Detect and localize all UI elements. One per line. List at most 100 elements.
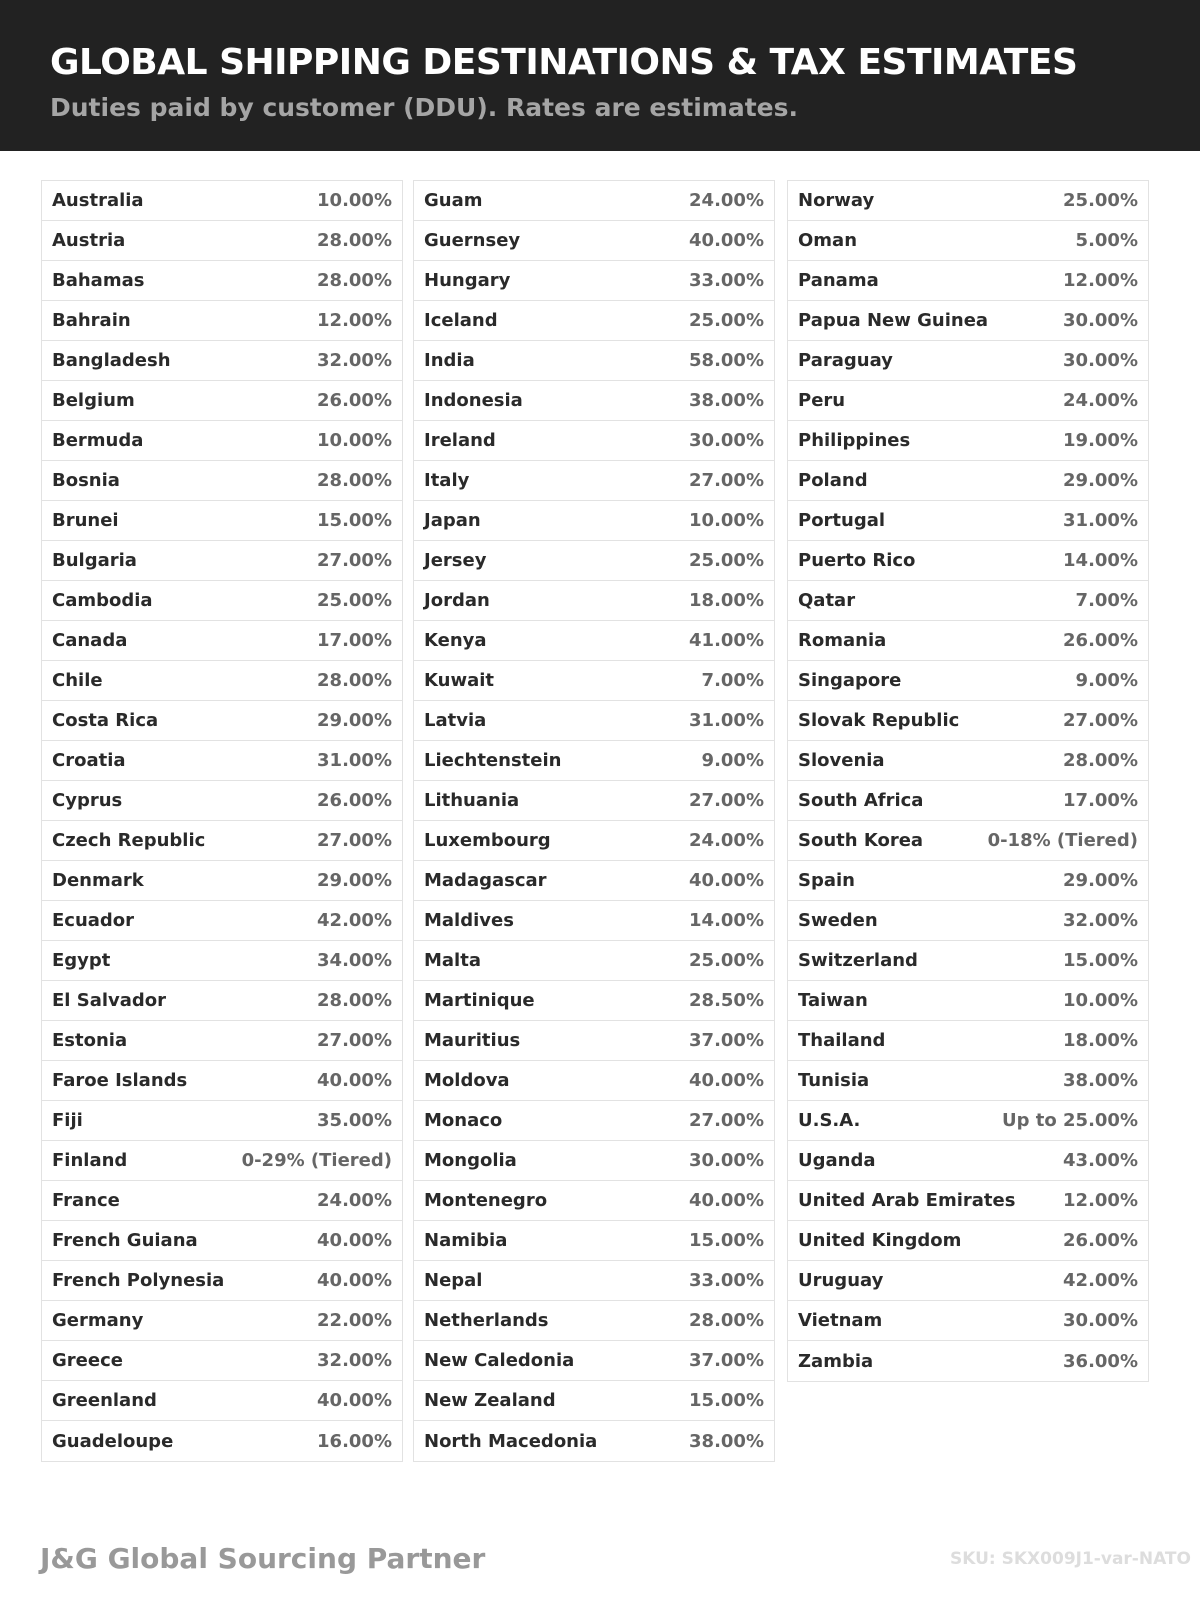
table-row: Martinique 28.50%	[414, 981, 774, 1021]
country: Vietnam	[798, 1310, 883, 1331]
country: Namibia	[424, 1230, 508, 1251]
tax-rate: 16.00%	[317, 1430, 392, 1452]
tax-rate: 37.00%	[689, 1350, 764, 1371]
tax-rate: 31.00%	[1063, 510, 1138, 531]
table-row: Kenya 41.00%	[414, 621, 774, 661]
table-row: Guadeloupe 16.00%	[42, 1421, 402, 1461]
table-row: Switzerland 15.00%	[788, 941, 1148, 981]
tax-rate: 26.00%	[1063, 1230, 1138, 1251]
country: El Salvador	[52, 990, 167, 1011]
country: Greenland	[52, 1390, 157, 1411]
tax-rate: 32.00%	[317, 1350, 392, 1371]
table-row: El Salvador 28.00%	[42, 981, 402, 1021]
country: Puerto Rico	[798, 550, 916, 571]
country: Slovenia	[798, 750, 885, 771]
country: Switzerland	[798, 950, 918, 971]
country: Costa Rica	[52, 710, 159, 731]
country: Denmark	[52, 870, 144, 891]
country: U.S.A.	[798, 1110, 861, 1131]
tax-rate: 26.00%	[317, 390, 392, 411]
table-row: Peru 24.00%	[788, 381, 1148, 421]
table-row: Guam 24.00%	[414, 181, 774, 221]
country: Netherlands	[424, 1310, 549, 1331]
country: Spain	[798, 870, 855, 891]
country: Thailand	[798, 1030, 886, 1051]
table-row: Italy 27.00%	[414, 461, 774, 501]
tax-rate: 33.00%	[689, 1270, 764, 1291]
country: Italy	[424, 470, 470, 491]
table-row: North Macedonia 38.00%	[414, 1421, 774, 1461]
tax-rate: 30.00%	[689, 1150, 764, 1171]
table-row: France 24.00%	[42, 1181, 402, 1221]
tax-rate: 27.00%	[1063, 710, 1138, 731]
country: Moldova	[424, 1070, 510, 1091]
table-row: Puerto Rico 14.00%	[788, 541, 1148, 581]
table-row: Norway 25.00%	[788, 181, 1148, 221]
tax-rate: 28.00%	[1063, 750, 1138, 771]
tax-rate: 24.00%	[689, 190, 764, 211]
tax-rate: 9.00%	[701, 750, 764, 771]
tax-rate: 12.00%	[1063, 270, 1138, 291]
tax-rate: 29.00%	[1063, 870, 1138, 891]
country: Jordan	[424, 590, 490, 611]
table-row: Fiji 35.00%	[42, 1101, 402, 1141]
table-row: Mauritius 37.00%	[414, 1021, 774, 1061]
country: Poland	[798, 470, 868, 491]
country: Mauritius	[424, 1030, 521, 1051]
country: India	[424, 350, 475, 371]
country: Fiji	[52, 1110, 83, 1131]
tax-rate: 40.00%	[689, 230, 764, 251]
country: French Guiana	[52, 1230, 198, 1251]
table-row: Spain 29.00%	[788, 861, 1148, 901]
table-row: Singapore 9.00%	[788, 661, 1148, 701]
table-row: Romania 26.00%	[788, 621, 1148, 661]
tax-rate: 28.00%	[317, 270, 392, 291]
table-row: Australia 10.00%	[42, 181, 402, 221]
tax-rate: 42.00%	[1063, 1270, 1138, 1291]
tax-rate: 26.00%	[317, 790, 392, 811]
country: Chile	[52, 670, 103, 691]
table-row: New Zealand 15.00%	[414, 1381, 774, 1421]
tax-rate: 24.00%	[1063, 390, 1138, 411]
table-row: Ecuador 42.00%	[42, 901, 402, 941]
country: Germany	[52, 1310, 144, 1331]
tax-rate: 14.00%	[1063, 550, 1138, 571]
table-row: Denmark 29.00%	[42, 861, 402, 901]
tax-rate: 30.00%	[1063, 310, 1138, 331]
subtitle: Duties paid by customer (DDU). Rates are…	[50, 93, 798, 122]
tax-rate: 28.00%	[317, 670, 392, 691]
tax-rate: 19.00%	[1063, 430, 1138, 451]
table-row: Faroe Islands 40.00%	[42, 1061, 402, 1101]
country: Philippines	[798, 430, 911, 451]
table-row: Mongolia 30.00%	[414, 1141, 774, 1181]
tax-rate: 12.00%	[317, 310, 392, 331]
tax-rate: 10.00%	[317, 430, 392, 451]
table-row: Kuwait 7.00%	[414, 661, 774, 701]
country: Paraguay	[798, 350, 893, 371]
country: Zambia	[798, 1350, 874, 1372]
table-row: Costa Rica 29.00%	[42, 701, 402, 741]
table-row: Moldova 40.00%	[414, 1061, 774, 1101]
country: Guam	[424, 190, 483, 211]
country: Uganda	[798, 1150, 876, 1171]
country: South Korea	[798, 830, 924, 851]
country: Montenegro	[424, 1190, 548, 1211]
table-row: Jersey 25.00%	[414, 541, 774, 581]
tax-rate: 40.00%	[689, 1070, 764, 1091]
table-row: Vietnam 30.00%	[788, 1301, 1148, 1341]
table-row: Slovenia 28.00%	[788, 741, 1148, 781]
country: Bahamas	[52, 270, 145, 291]
table-column: Norway 25.00% Oman 5.00% Panama 12.00% Papua N…	[787, 180, 1149, 1382]
tax-rate: 14.00%	[689, 910, 764, 931]
table-row: New Caledonia 37.00%	[414, 1341, 774, 1381]
tax-rate: 25.00%	[689, 950, 764, 971]
tax-rate: 17.00%	[317, 630, 392, 651]
table-row: Ireland 30.00%	[414, 421, 774, 461]
tax-rate: 15.00%	[689, 1230, 764, 1251]
country: Faroe Islands	[52, 1070, 188, 1091]
country: Portugal	[798, 510, 886, 531]
country: Singapore	[798, 670, 902, 691]
tax-rate: 28.00%	[689, 1310, 764, 1331]
country: Maldives	[424, 910, 514, 931]
table-row: Bermuda 10.00%	[42, 421, 402, 461]
